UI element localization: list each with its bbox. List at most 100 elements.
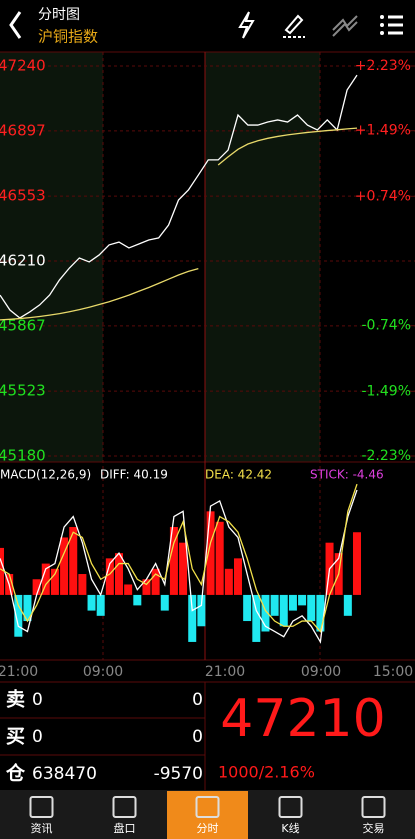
tab-icon [112, 796, 137, 818]
stick-bar [142, 579, 151, 595]
stick-bar [270, 594, 279, 616]
stick-bar [78, 574, 87, 595]
row-change: 0 [192, 727, 203, 747]
back-button[interactable] [9, 11, 22, 39]
stick-bar [279, 594, 288, 627]
y2-tick-label: -1.49% [361, 383, 411, 399]
indicator-line [0, 489, 358, 644]
x-tick-label: 15:00 [373, 664, 413, 680]
indicator-label: DEA: 42.42 [205, 468, 272, 482]
stick-bar [50, 568, 59, 595]
x-tick-label: 21:00 [0, 664, 38, 680]
stick-bar [288, 594, 297, 611]
tab-label: 资讯 [31, 822, 53, 835]
y2-tick-label: +0.74% [355, 188, 411, 204]
price-change: 1000/2.16% [218, 763, 315, 782]
tab[interactable]: K线 [250, 791, 331, 839]
price-line [0, 127, 358, 321]
stick-bar [307, 594, 316, 622]
indicator-name: MACD(12,26,9) [0, 468, 91, 482]
stick-bar [234, 558, 242, 595]
stick-bar [243, 594, 252, 622]
menu-icon[interactable] [380, 15, 403, 35]
y2-tick-label: +1.49% [355, 123, 411, 139]
last-price: 47210 [220, 689, 385, 749]
row-change: -9570 [154, 764, 203, 784]
tab-bg [250, 791, 331, 839]
stick-bar [160, 594, 169, 611]
y-tick-label: 45867 [0, 316, 46, 334]
tab-bg [1, 791, 82, 839]
y2-tick-label: +2.23% [355, 58, 411, 74]
indicator-label: STICK: -4.46 [310, 468, 384, 482]
row-value: 0 [32, 690, 43, 710]
row-change: 0 [192, 690, 203, 710]
tab-icon [278, 796, 303, 818]
stick-bar [169, 527, 178, 595]
stick-bar [60, 537, 69, 595]
y-tick-label: 45180 [0, 447, 46, 465]
row-label: 卖 [6, 689, 25, 711]
y-tick-label: 46897 [0, 121, 46, 139]
x-tick-label: 09:00 [83, 664, 123, 680]
draw-icon[interactable] [283, 14, 305, 38]
tab-label: 盘口 [114, 821, 136, 835]
tab[interactable]: 资讯 [1, 791, 82, 839]
tab-icon [195, 796, 220, 818]
stick-bar [215, 521, 224, 595]
y2-tick-label: -2.23% [361, 448, 411, 464]
stick-bar [252, 594, 261, 642]
x-tick-label: 09:00 [301, 664, 341, 680]
row-label: 买 [6, 726, 25, 748]
stick-bar [261, 594, 270, 632]
stick-bar [14, 594, 23, 637]
row-label: 仓 [5, 762, 26, 785]
stick-bar [179, 542, 188, 595]
stick-bar [105, 558, 114, 595]
stick-bar [69, 527, 78, 595]
tab-icon [361, 796, 386, 818]
stick-bar [343, 594, 352, 616]
y-tick-label: 46210 [0, 252, 46, 270]
stick-bar [316, 594, 325, 632]
stick-bar [96, 594, 105, 616]
x-tick-label: 21:00 [205, 664, 245, 680]
tab-bg [333, 791, 414, 839]
tab[interactable]: 盘口 [84, 791, 165, 839]
flash-icon[interactable] [238, 11, 255, 39]
session-bg [205, 52, 320, 462]
stick-bar [124, 584, 133, 595]
stick-bar [206, 511, 215, 595]
stick-bar [197, 594, 206, 627]
page-title: 分时图 [38, 7, 80, 23]
session-bg [0, 52, 103, 462]
row-value: 0 [32, 727, 43, 747]
instrument-name: 沪铜指数 [38, 28, 98, 46]
stick-bar [188, 594, 197, 642]
tab-label: K线 [281, 821, 299, 835]
y-tick-label: 45523 [0, 382, 46, 400]
stick-bar [87, 594, 96, 611]
y-tick-label: 46553 [0, 187, 46, 205]
tab-label: 交易 [363, 821, 385, 835]
tab[interactable]: 分时 [167, 791, 248, 839]
tab[interactable]: 交易 [333, 791, 414, 839]
y-tick-label: 47240 [0, 57, 46, 75]
y2-tick-label: -0.74% [361, 318, 411, 334]
price-line [0, 74, 358, 319]
stick-bar [32, 579, 41, 595]
stick-bar [23, 594, 32, 622]
stick-bar [41, 563, 50, 595]
stick-bar [133, 594, 142, 606]
tab-bg [84, 791, 165, 839]
stick-bar [115, 553, 123, 595]
stick-bar [224, 568, 233, 595]
stick-bar [353, 532, 361, 595]
stick-bar [0, 547, 4, 595]
quote-panel: 47210 1000/2.16% 卖 0 0买 0 0仓 638470 -9570 [0, 682, 386, 790]
indicator-label: DIFF: 40.19 [100, 468, 168, 482]
tab-bg [167, 791, 248, 839]
indicator-icon[interactable] [332, 15, 358, 37]
tab-label: 分时 [197, 822, 219, 835]
